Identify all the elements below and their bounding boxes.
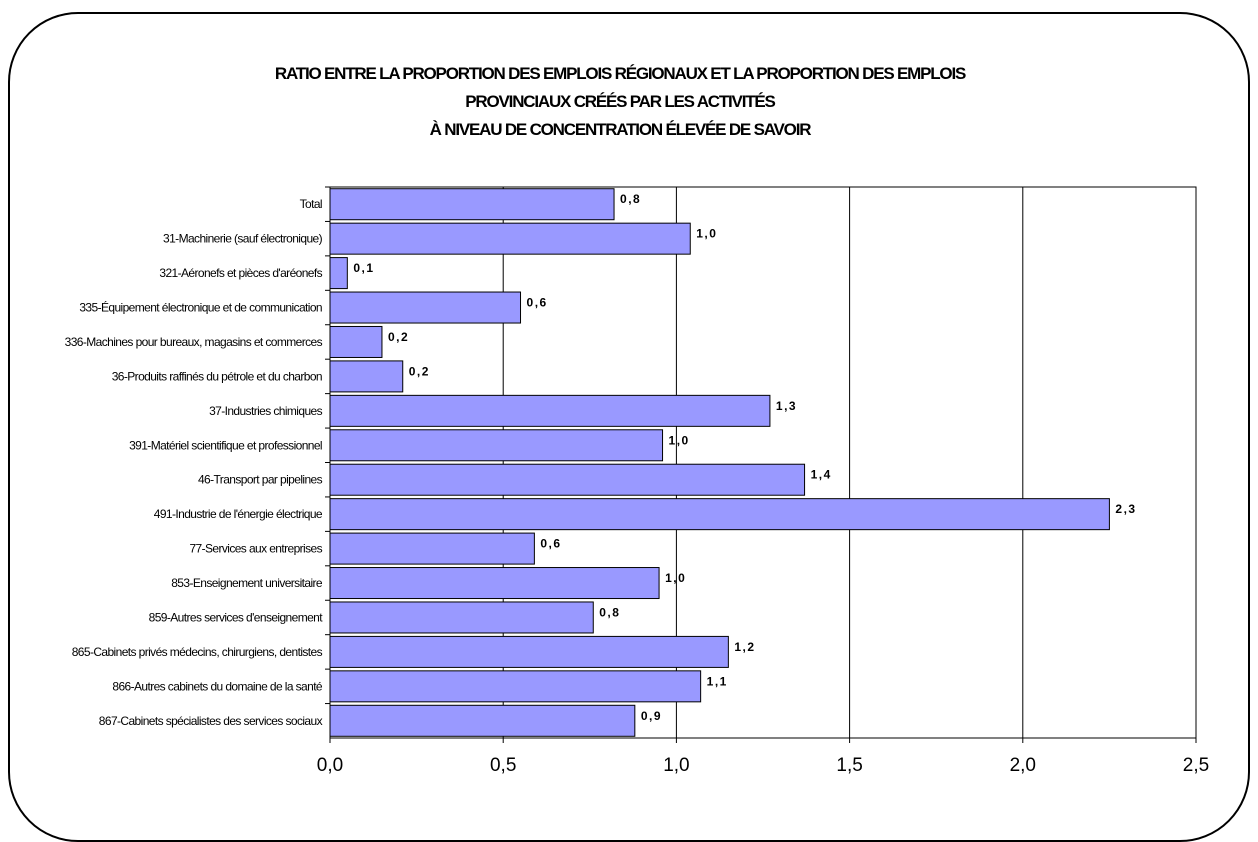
chart-title-line-1: RATIO ENTRE LA PROPORTION DES EMPLOIS RÉ… <box>274 64 966 83</box>
x-tick-label: 0,0 <box>317 755 343 776</box>
data-label: 0,2 <box>388 330 409 344</box>
category-label: 336-Machines pour bureaux, magasins et c… <box>65 335 323 349</box>
category-label: 335-Équipement électronique et de commun… <box>79 300 322 315</box>
category-label: 866-Autres cabinets du domaine de la san… <box>112 679 323 693</box>
bar <box>329 567 660 600</box>
x-tick-label: 2,0 <box>1010 755 1036 776</box>
category-label: 853-Enseignement universitaire <box>171 576 323 590</box>
category-label: 865-Cabinets privés médecins, chirurgien… <box>72 645 323 659</box>
category-label: 867-Cabinets spécialistes des services s… <box>99 714 323 728</box>
data-label: 1,0 <box>696 227 717 241</box>
data-label: 0,6 <box>540 537 561 551</box>
bar <box>329 704 636 737</box>
bar <box>329 291 522 324</box>
category-label: 37-Industries chimiques <box>209 404 323 418</box>
x-tick-label: 2,5 <box>1183 755 1209 776</box>
category-label: 859-Autres services d'enseignement <box>149 610 324 624</box>
category-label: Total <box>300 197 322 211</box>
category-label: 391-Matériel scientifique et professionn… <box>129 438 322 452</box>
category-label: 46-Transport par pipelines <box>198 473 323 487</box>
data-label: 1,0 <box>665 571 686 585</box>
data-label: 0,2 <box>409 364 430 378</box>
x-tick-label: 1,0 <box>663 755 689 776</box>
bar <box>329 601 594 634</box>
bar <box>329 257 348 290</box>
data-label: 1,4 <box>811 468 832 482</box>
bar <box>329 635 729 668</box>
bar <box>329 222 691 255</box>
data-label: 0,1 <box>353 261 374 275</box>
chart-title-line-2: PROVINCIAUX CRÉÉS PAR LES ACTIVITÉS <box>465 92 776 111</box>
bar <box>329 463 806 496</box>
category-label: 77-Services aux entreprises <box>189 542 322 556</box>
bar <box>329 429 664 462</box>
chart-title-line-3: À NIVEAU DE CONCENTRATION ÉLEVÉE DE SAVO… <box>429 120 812 139</box>
category-label: 491-Industrie de l'énergie électrique <box>154 507 323 521</box>
x-tick-label: 1,5 <box>836 755 862 776</box>
category-label: 36-Produits raffinés du pétrole et du ch… <box>112 369 322 383</box>
category-label: 31-Machinerie (sauf électronique) <box>163 232 323 246</box>
bar <box>329 498 1110 531</box>
data-label: 1,2 <box>734 640 755 654</box>
data-label: 1,0 <box>669 433 690 447</box>
data-label: 2,3 <box>1115 502 1136 516</box>
x-tick-label: 0,5 <box>490 755 516 776</box>
bar <box>329 188 615 221</box>
bar <box>329 394 771 427</box>
category-label: 321-Aéronefs et pièces d'aréonefs <box>159 266 322 280</box>
bar-chart: 0,0 0,5 1,0 1,5 2,0 2,5 Total 0,8 31-Machinerie … <box>65 186 1209 776</box>
data-label: 0,8 <box>599 605 620 619</box>
data-label: 0,9 <box>641 709 662 723</box>
bar <box>329 532 535 565</box>
chart-title: RATIO ENTRE LA PROPORTION DES EMPLOIS RÉ… <box>150 60 1090 144</box>
data-label: 0,6 <box>527 296 548 310</box>
bar <box>329 360 404 393</box>
data-label: 1,1 <box>707 674 728 688</box>
data-label: 0,8 <box>620 192 641 206</box>
data-label: 1,3 <box>776 399 797 413</box>
bar <box>329 325 383 358</box>
bar <box>329 670 702 703</box>
